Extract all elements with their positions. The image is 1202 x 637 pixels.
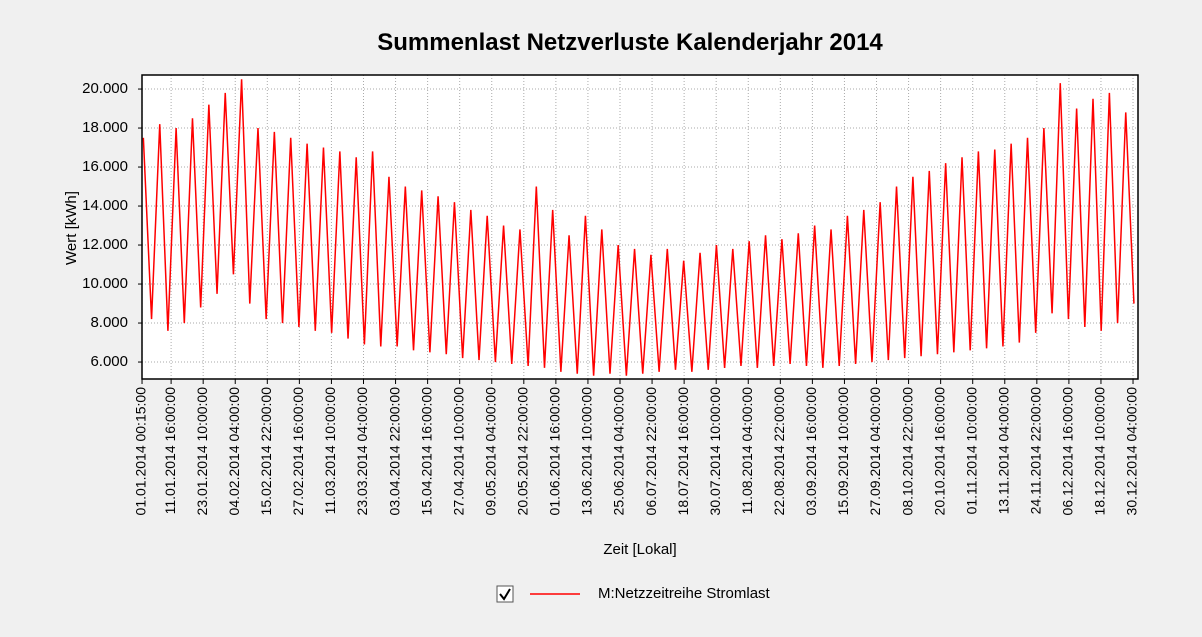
- x-tick-label: 15.02.2014 22:00:00: [258, 387, 274, 516]
- x-tick-label: 09.05.2014 04:00:00: [482, 387, 498, 516]
- x-tick-label: 01.11.2014 10:00:00: [963, 387, 979, 515]
- x-tick-label: 01.01.2014 00:15:00: [133, 387, 149, 516]
- x-tick-label: 11.03.2014 10:00:00: [322, 387, 338, 515]
- y-tick-label: 12.000: [82, 236, 128, 253]
- legend-checkmark: [499, 588, 511, 601]
- plot-frame: [141, 74, 1139, 380]
- x-tick-label: 01.06.2014 16:00:00: [547, 387, 563, 516]
- y-tick-label: 6.000: [90, 353, 128, 370]
- y-tick-label: 14.000: [82, 197, 128, 214]
- x-tick-label: 04.02.2014 04:00:00: [226, 387, 242, 516]
- x-tick-label: 03.04.2014 22:00:00: [386, 387, 402, 516]
- x-tick-label: 23.03.2014 04:00:00: [354, 387, 370, 516]
- x-tick-label: 25.06.2014 04:00:00: [611, 387, 627, 516]
- x-axis-label: Zeit [Lokal]: [603, 541, 676, 558]
- x-tick-label: 13.11.2014 04:00:00: [995, 387, 1011, 515]
- x-tick-label: 27.02.2014 16:00:00: [290, 387, 306, 516]
- x-tick-label: 13.06.2014 10:00:00: [579, 387, 595, 516]
- y-tick-label: 10.000: [82, 275, 128, 292]
- x-tick-label: 08.10.2014 22:00:00: [899, 387, 915, 516]
- x-tick-label: 18.12.2014 10:00:00: [1092, 387, 1108, 516]
- legend-label: M:Netzzeitreihe Stromlast: [598, 585, 771, 602]
- x-tick-label: 18.07.2014 16:00:00: [675, 387, 691, 516]
- legend-checkbox[interactable]: [496, 585, 514, 603]
- x-tick-label: 06.07.2014 22:00:00: [643, 387, 659, 516]
- y-tick-label: 8.000: [90, 314, 128, 331]
- x-tick-label: 20.05.2014 22:00:00: [515, 387, 531, 516]
- x-tick-label: 20.10.2014 16:00:00: [931, 387, 947, 516]
- y-axis-label: Wert [kWh]: [63, 191, 80, 265]
- x-tick-label: 27.04.2014 10:00:00: [450, 387, 466, 516]
- x-tick-label: 30.12.2014 04:00:00: [1124, 387, 1140, 516]
- y-tick-label: 16.000: [82, 158, 128, 175]
- x-tick-label: 27.09.2014 04:00:00: [867, 387, 883, 516]
- x-tick-label: 15.04.2014 16:00:00: [418, 387, 434, 516]
- x-tick-label: 15.09.2014 10:00:00: [835, 387, 851, 516]
- x-tick-label: 24.11.2014 22:00:00: [1028, 387, 1044, 515]
- x-tick-label: 06.12.2014 16:00:00: [1060, 387, 1076, 516]
- x-tick-label: 11.08.2014 04:00:00: [739, 387, 755, 515]
- x-tick-label: 23.01.2014 10:00:00: [194, 387, 210, 516]
- x-tick-label: 30.07.2014 10:00:00: [707, 387, 723, 516]
- series-line: [142, 79, 1135, 376]
- y-tick-label: 18.000: [82, 119, 128, 136]
- chart-title: Summenlast Netzverluste Kalenderjahr 201…: [377, 29, 883, 56]
- x-tick-label: 11.01.2014 16:00:00: [162, 387, 178, 515]
- x-tick-label: 03.09.2014 16:00:00: [803, 387, 819, 516]
- x-tick-label: 22.08.2014 22:00:00: [771, 387, 787, 516]
- y-tick-label: 20.000: [82, 80, 128, 97]
